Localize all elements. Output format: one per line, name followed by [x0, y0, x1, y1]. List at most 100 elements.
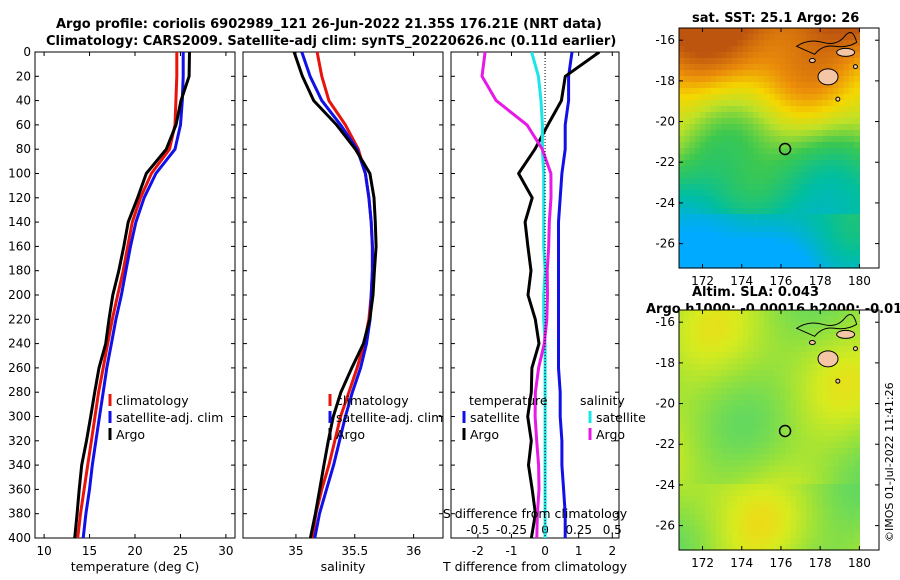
- map-cell: [694, 508, 701, 515]
- map-cell: [679, 202, 685, 209]
- map-cell: [742, 424, 749, 431]
- map-cell: [838, 364, 845, 371]
- map-cell: [827, 526, 834, 533]
- map-cell: [721, 70, 728, 77]
- map-cell: [705, 82, 712, 89]
- map-cell: [705, 142, 712, 149]
- map-cell: [848, 256, 855, 263]
- map-cell: [737, 52, 744, 59]
- map-cell: [795, 454, 802, 461]
- map-cell: [732, 154, 738, 161]
- map-cell: [785, 40, 792, 47]
- map-cell: [785, 442, 792, 449]
- map-cell: [753, 496, 760, 503]
- map-cell: [726, 148, 733, 155]
- map-cell: [816, 340, 823, 347]
- map-cell: [742, 490, 749, 497]
- map-cell: [694, 448, 701, 455]
- map-cell: [726, 52, 733, 59]
- map-cell: [694, 250, 701, 257]
- map-cell: [779, 166, 786, 173]
- map-cell: [832, 310, 839, 317]
- map-cell: [774, 64, 781, 71]
- map-cell: [721, 346, 728, 353]
- map-cell: [790, 112, 797, 119]
- map-cell: [732, 352, 738, 359]
- map-cell: [811, 376, 818, 383]
- map-cell: [679, 124, 685, 131]
- map-cell: [822, 436, 829, 443]
- map-cell: [732, 520, 738, 527]
- lat-tick-label: -24: [655, 478, 675, 492]
- map-cell: [726, 220, 733, 227]
- map-cell: [710, 94, 717, 101]
- map-cell: [758, 34, 765, 41]
- map-cell: [710, 40, 717, 47]
- map-cell: [816, 256, 823, 263]
- map-cell: [726, 400, 733, 407]
- map-cell: [679, 256, 685, 263]
- map-cell: [700, 166, 707, 173]
- map-cell: [705, 532, 712, 539]
- map-cell: [801, 430, 807, 437]
- map-cell: [779, 514, 786, 521]
- map-cell: [763, 136, 770, 143]
- map-cell: [758, 364, 765, 371]
- map-cell: [684, 430, 691, 437]
- map-cell: [769, 28, 776, 35]
- map-cell: [758, 502, 765, 509]
- map-cell: [689, 484, 696, 491]
- map-cell: [774, 478, 781, 485]
- map-cell: [816, 244, 823, 251]
- map-cell: [827, 52, 834, 59]
- map-cell: [737, 70, 744, 77]
- map-cell: [816, 130, 823, 137]
- map-cell: [790, 400, 797, 407]
- map-cell: [854, 214, 860, 221]
- map-cell: [684, 388, 691, 395]
- map-cell: [684, 34, 691, 41]
- map-cell: [705, 544, 712, 551]
- map-cell: [816, 148, 823, 155]
- map-cell: [710, 316, 717, 323]
- map-cell: [806, 70, 813, 77]
- map-cell: [694, 64, 701, 71]
- map-cell: [758, 262, 765, 269]
- map-cell: [811, 400, 818, 407]
- map-cell: [742, 124, 749, 131]
- map-cell: [838, 370, 845, 377]
- map-cell: [848, 520, 855, 527]
- map-cell: [801, 394, 807, 401]
- map-cell: [742, 382, 749, 389]
- map-cell: [684, 418, 691, 425]
- map-cell: [790, 202, 797, 209]
- map-cell: [774, 100, 781, 107]
- map-cell: [838, 124, 845, 131]
- map-cell: [843, 226, 850, 233]
- map-cell: [806, 220, 813, 227]
- map-cell: [684, 376, 691, 383]
- map-cell: [747, 34, 754, 41]
- map-cell: [689, 370, 696, 377]
- map-cell: [689, 196, 696, 203]
- map-cell: [705, 412, 712, 419]
- map-cell: [753, 484, 760, 491]
- map-cell: [716, 232, 723, 239]
- map-cell: [700, 472, 707, 479]
- map-cell: [705, 100, 712, 107]
- map-cell: [790, 346, 797, 353]
- map-cell: [811, 418, 818, 425]
- map-cell: [710, 52, 717, 59]
- map-cell: [710, 466, 717, 473]
- map-cell: [747, 88, 754, 95]
- map-cell: [763, 82, 770, 89]
- map-cell: [742, 478, 749, 485]
- map-cell: [753, 388, 760, 395]
- map-cell: [694, 412, 701, 419]
- map-cell: [769, 436, 776, 443]
- map-cell: [816, 82, 823, 89]
- map-cell: [742, 394, 749, 401]
- map-cell: [795, 328, 802, 335]
- map-cell: [758, 430, 765, 437]
- map-cell: [705, 256, 712, 263]
